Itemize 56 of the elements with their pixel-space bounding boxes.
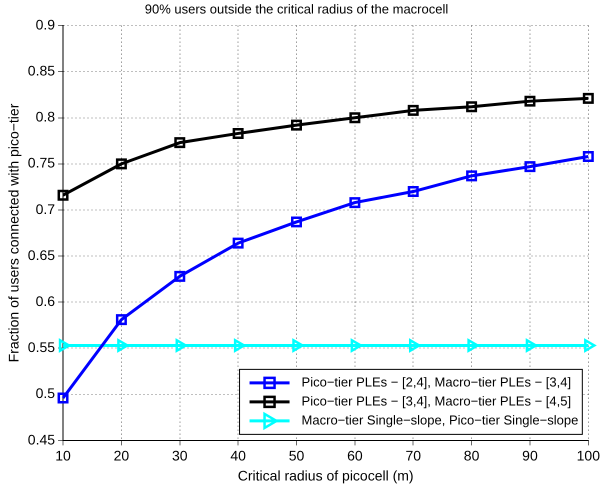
point	[117, 339, 129, 352]
x-tick-label: 80	[464, 448, 480, 464]
chart-title: 90% users outside the critical radius of the macrocell	[144, 1, 448, 16]
x-tick-label: 10	[55, 448, 72, 464]
point	[58, 392, 69, 404]
legend-label: Pico−tier PLEs − [2,4], Macro−tier PLEs − [3,4]	[302, 374, 572, 390]
x-tick-label: 20	[114, 448, 130, 464]
point	[291, 120, 302, 131]
y-tick-label: 0.75	[28, 154, 56, 171]
point	[526, 339, 538, 352]
x-tick-label: 40	[230, 448, 246, 464]
x-tick-label: 90	[522, 448, 538, 464]
point	[291, 216, 302, 228]
point	[232, 238, 244, 249]
y-tick-label: 0.65	[28, 246, 56, 263]
point	[466, 101, 478, 112]
point	[582, 92, 594, 104]
x-tick-label: 100	[576, 448, 600, 464]
point	[350, 339, 362, 352]
point	[466, 170, 478, 182]
point	[467, 339, 479, 352]
point	[408, 339, 420, 352]
x-tick-label: 30	[172, 448, 188, 464]
y-tick-label: 0.85	[28, 62, 56, 79]
legend-label: Macro−tier Single−slope, Pico−tier Single−slope	[302, 412, 578, 428]
y-tick-label: 0.8	[36, 108, 56, 125]
point	[174, 270, 186, 282]
legend-label: Pico−tier PLEs − [3,4], Macro−tier PLEs − [4,5]	[302, 393, 572, 408]
point	[116, 314, 127, 326]
point	[58, 190, 69, 201]
y-tick-label: 0.9	[36, 16, 56, 32]
point	[176, 339, 188, 352]
y-axis-title: Fraction of users connected with pico−tier	[5, 103, 22, 362]
y-tick-label: 0.45	[28, 431, 56, 448]
x-tick-label: 70	[405, 448, 422, 464]
point	[234, 339, 246, 352]
point	[232, 128, 244, 139]
x-axis-title: Critical radius of picocell (m)	[238, 467, 414, 484]
point	[408, 104, 419, 116]
y-tick-label: 0.6	[36, 292, 56, 309]
point	[116, 158, 127, 170]
point	[349, 197, 360, 208]
x-tick-label: 50	[288, 448, 304, 464]
point	[524, 96, 536, 107]
point	[582, 151, 594, 162]
point	[408, 186, 419, 198]
point	[584, 339, 596, 352]
x-tick-label: 60	[347, 448, 363, 464]
y-tick-label: 0.55	[28, 339, 56, 356]
point	[349, 112, 360, 124]
y-tick-label: 0.7	[36, 200, 56, 217]
point	[174, 137, 186, 148]
point	[524, 161, 536, 172]
y-tick-label: 0.5	[36, 385, 56, 402]
point	[58, 339, 70, 352]
point	[292, 339, 304, 352]
